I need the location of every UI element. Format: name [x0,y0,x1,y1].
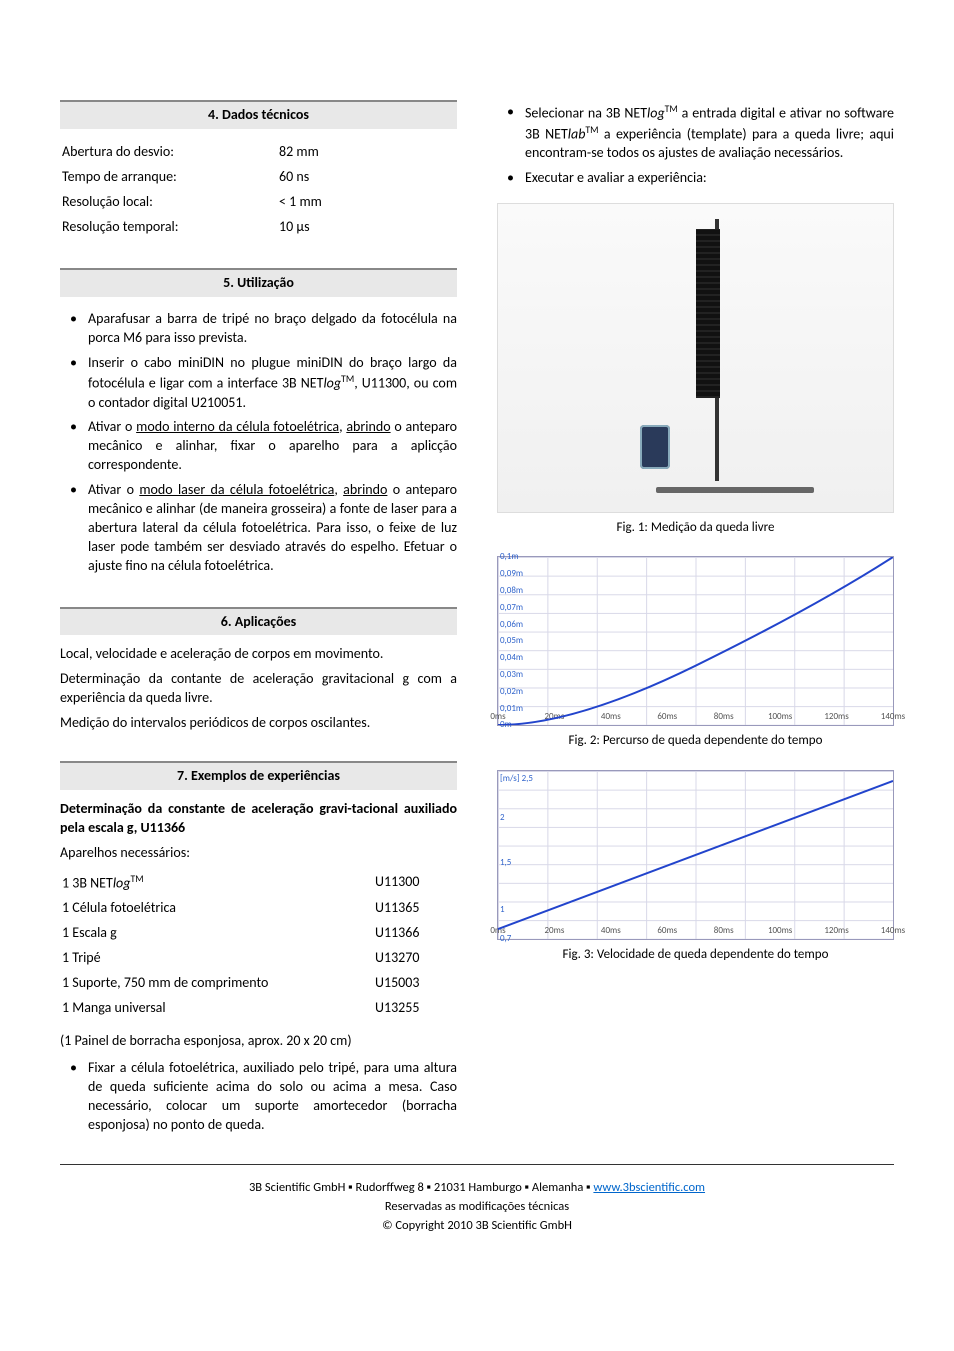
sec7-note: (1 Painel de borracha esponjosa, aprox. … [60,1032,457,1051]
sec6-p2: Determinação da contante de aceleração g… [60,670,457,708]
fig3-caption: Fig. 3: Velocidade de queda dependente d… [497,946,894,964]
list-item: Selecionar na 3B NETlogTM a entrada digi… [525,100,894,166]
list-item: Ativar o modo laser da célula fotoelétri… [88,478,457,578]
footer-l2: Reservadas as modificações técnicas [385,1199,569,1214]
fig2-chart: 0m0,01m0,02m0,03m0,04m0,05m0,06m0,07m0,0… [497,556,894,726]
table-row: 1 Manga universalU13255 [62,997,455,1020]
table-row: 1 3B NETlogTMU11300 [62,871,455,896]
content-columns: 4. Dados técnicos Abertura do desvio:82 … [60,100,894,1144]
right-top-list: Selecionar na 3B NETlogTM a entrada digi… [497,100,894,191]
list-item: Aparafusar a barra de tripé no braço del… [88,307,457,351]
table-row: Abertura do desvio:82 mm [62,141,455,164]
sec6-header: 6. Aplicações [60,607,457,636]
footer: 3B Scientific GmbH ▪ Rudorffweg 8 ▪ 2103… [60,1164,894,1235]
tech-table: Abertura do desvio:82 mm Tempo de arranq… [60,139,457,241]
table-row: 1 TripéU13270 [62,947,455,970]
equip-table: 1 3B NETlogTMU11300 1 Célula fotoelétric… [60,869,457,1022]
sec7-subtitle: Determinação da constante de aceleração … [60,800,457,838]
fig1-caption: Fig. 1: Medição da queda livre [497,519,894,537]
list-item: Executar e avaliar a experiência: [525,166,894,191]
left-column: 4. Dados técnicos Abertura do desvio:82 … [60,100,457,1144]
sec6-p3: Medição do intervalos periódicos de corp… [60,714,457,733]
sec7-necess: Aparelhos necessários: [60,844,457,863]
table-row: Resolução local:< 1 mm [62,191,455,214]
fig3-chart: [m/s] 2,5 0,711,52 0ms20ms40ms60ms80ms10… [497,770,894,940]
table-row: 1 Suporte, 750 mm de comprimentoU15003 [62,972,455,995]
fig1-image [497,203,894,513]
footer-l3: © Copyright 2010 3B Scientific GmbH [382,1218,572,1233]
sec4-header: 4. Dados técnicos [60,100,457,129]
table-row: 1 Escala gU11366 [62,922,455,945]
sec5-list: Aparafusar a barra de tripé no braço del… [60,307,457,578]
list-item: Ativar o modo interno da célula fotoelét… [88,415,457,478]
figure-2: 0m0,01m0,02m0,03m0,04m0,05m0,06m0,07m0,0… [497,556,894,750]
footer-link[interactable]: www.3bscientific.com [593,1180,705,1195]
sec5-header: 5. Utilização [60,268,457,297]
fig2-caption: Fig. 2: Percurso de queda dependente do … [497,732,894,750]
footer-l1a: 3B Scientific GmbH ▪ Rudorffweg 8 ▪ 2103… [249,1180,593,1195]
sec7-header: 7. Exemplos de experiências [60,761,457,790]
right-column: Selecionar na 3B NETlogTM a entrada digi… [497,100,894,1144]
figure-1: Fig. 1: Medição da queda livre [497,203,894,537]
sec7-steps: Fixar a célula fotoelétrica, auxiliado p… [60,1056,457,1138]
table-row: Resolução temporal:10 µs [62,216,455,239]
list-item: Inserir o cabo miniDIN no plugue miniDIN… [88,351,457,415]
list-item: Fixar a célula fotoelétrica, auxiliado p… [88,1056,457,1138]
figure-3: [m/s] 2,5 0,711,52 0ms20ms40ms60ms80ms10… [497,770,894,964]
table-row: Tempo de arranque:60 ns [62,166,455,189]
sec6-p1: Local, velocidade e aceleração de corpos… [60,645,457,664]
table-row: 1 Célula fotoelétricaU11365 [62,897,455,920]
